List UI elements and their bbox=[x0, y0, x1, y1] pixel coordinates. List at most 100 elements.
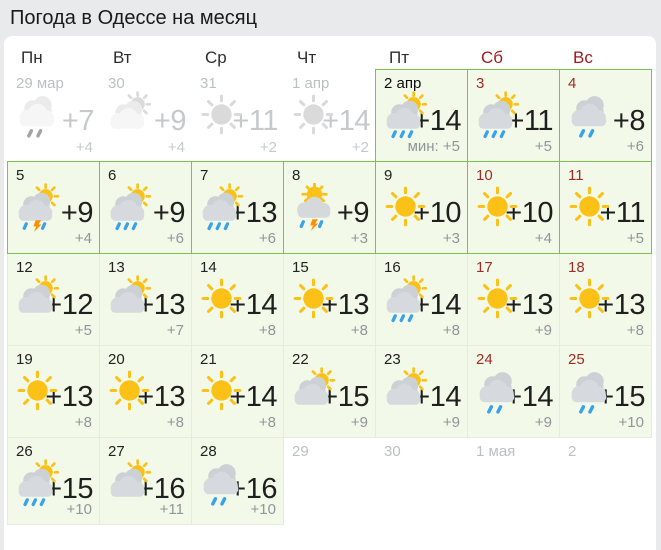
day-cell[interactable]: 11 +11 +5 bbox=[559, 161, 652, 254]
day-cell[interactable]: 9 +10 +3 bbox=[375, 161, 468, 254]
day-number: 14 bbox=[200, 259, 217, 276]
sun-cloud-rain-icon bbox=[380, 275, 433, 324]
day-cell[interactable]: 17 +13 +9 bbox=[467, 253, 560, 346]
page-title: Погода в Одессе на месяц bbox=[10, 7, 258, 29]
day-cell[interactable]: 25 +15 +10 bbox=[559, 345, 652, 438]
night-temperature: +8 bbox=[166, 414, 184, 431]
night-temperature: +4 bbox=[534, 230, 552, 247]
night-temperature: +10 bbox=[618, 414, 644, 431]
day-number: 31 bbox=[200, 75, 217, 92]
sun-icon bbox=[288, 91, 341, 140]
night-temperature: +2 bbox=[351, 139, 369, 156]
forecast-card: Пн Вт Ср Чт Пт Сб Вс 29 мар +7 +4 30 +9 +4 31 … bbox=[4, 36, 656, 550]
day-number: 16 bbox=[384, 259, 401, 276]
night-temperature: +9 bbox=[534, 322, 552, 339]
day-temperature: +13 bbox=[597, 289, 645, 321]
day-cell[interactable]: 21 +14 +8 bbox=[191, 345, 284, 438]
cloud-rain-icon bbox=[472, 367, 525, 416]
night-temperature: +5 bbox=[534, 138, 552, 155]
day-cell[interactable]: 20 +13 +8 bbox=[99, 345, 192, 438]
night-temperature: +8 bbox=[258, 322, 276, 339]
day-number: 22 bbox=[292, 351, 309, 368]
day-cell[interactable]: 12 +12 +5 bbox=[7, 253, 100, 346]
day-temperature: +13 bbox=[505, 289, 553, 321]
night-temperature: +2 bbox=[259, 139, 277, 156]
night-temperature: мин: +5 bbox=[407, 138, 460, 155]
cloud-rain-icon bbox=[564, 91, 617, 140]
day-temperature: +9 bbox=[336, 197, 370, 229]
day-cell[interactable]: 14 +14 +8 bbox=[191, 253, 284, 346]
night-temperature: +6 bbox=[166, 230, 184, 247]
day-cell: 30 +9 +4 bbox=[100, 70, 192, 162]
sun-cloud-icon bbox=[104, 91, 157, 140]
day-number: 2 bbox=[568, 443, 577, 460]
day-cell: 29 мар +7 +4 bbox=[8, 70, 100, 162]
day-number: 23 bbox=[384, 351, 401, 368]
day-number: 7 bbox=[200, 167, 209, 184]
day-cell[interactable]: 19 +13 +8 bbox=[7, 345, 100, 438]
day-number: 6 bbox=[108, 167, 117, 184]
day-number: 15 bbox=[292, 259, 309, 276]
day-number: 10 bbox=[476, 167, 493, 184]
day-cell[interactable]: 24 +14 +9 bbox=[467, 345, 560, 438]
day-number: 19 bbox=[16, 351, 33, 368]
day-cell: 30 bbox=[376, 438, 468, 525]
weekday-row: Пн Вт Ср Чт Пт Сб Вс bbox=[4, 36, 656, 70]
day-cell[interactable]: 7 +13 +6 bbox=[191, 161, 284, 254]
day-cell[interactable]: 22 +15 +9 bbox=[283, 345, 376, 438]
day-number: 24 bbox=[476, 351, 493, 368]
day-temperature: +14 bbox=[229, 381, 277, 413]
day-number: 13 bbox=[108, 259, 125, 276]
day-cell[interactable]: 16 +14 +8 bbox=[375, 253, 468, 346]
night-temperature: +4 bbox=[74, 230, 92, 247]
day-cell[interactable]: 28 +16 +10 bbox=[191, 437, 284, 525]
day-number: 17 bbox=[476, 259, 493, 276]
night-temperature: +11 bbox=[159, 501, 184, 518]
sun-cloud-icon bbox=[12, 275, 65, 324]
day-cell[interactable]: 10 +10 +4 bbox=[467, 161, 560, 254]
day-cell[interactable]: 2 апр +14 мин: +5 bbox=[375, 69, 468, 162]
day-cell: 2 bbox=[560, 438, 652, 525]
day-number: 1 апр bbox=[292, 75, 330, 92]
sun-icon bbox=[472, 275, 525, 324]
day-cell[interactable]: 26 +15 +10 bbox=[7, 437, 100, 525]
day-cell[interactable]: 15 +13 +8 bbox=[283, 253, 376, 346]
calendar-week-row: 12 +12 +5 13 +13 +7 14 +14 +8 15 +13 +8 … bbox=[7, 253, 656, 346]
day-number: 21 bbox=[200, 351, 217, 368]
day-cell[interactable]: 13 +13 +7 bbox=[99, 253, 192, 346]
night-temperature: +8 bbox=[350, 322, 368, 339]
sun-cloud-icon bbox=[288, 367, 341, 416]
night-temperature: +5 bbox=[626, 230, 644, 247]
day-temperature: +8 bbox=[612, 105, 646, 137]
sun-cloud-icon bbox=[104, 275, 157, 324]
day-number: 1 мая bbox=[476, 443, 516, 460]
day-number: 20 bbox=[108, 351, 125, 368]
night-temperature: +9 bbox=[534, 414, 552, 431]
night-temperature: +8 bbox=[442, 322, 460, 339]
day-cell[interactable]: 18 +13 +8 bbox=[559, 253, 652, 346]
day-number: 4 bbox=[568, 75, 577, 92]
weekday-label: Вт bbox=[113, 48, 132, 67]
day-temperature: +10 bbox=[505, 197, 553, 229]
weekday-label: Пт bbox=[389, 48, 410, 67]
day-cell[interactable]: 6 +9 +6 bbox=[99, 161, 192, 254]
cloud-rain-icon bbox=[12, 91, 65, 140]
day-number: 3 bbox=[476, 75, 485, 92]
night-temperature: +9 bbox=[350, 414, 368, 431]
night-temperature: +10 bbox=[66, 501, 92, 518]
day-cell[interactable]: 3 +11 +5 bbox=[467, 69, 560, 162]
day-number: 11 bbox=[568, 167, 584, 184]
day-number: 29 bbox=[292, 443, 309, 460]
day-cell[interactable]: 4 +8 +6 bbox=[559, 69, 652, 162]
day-cell[interactable]: 5 +9 +4 bbox=[7, 161, 100, 254]
day-cell: 29 bbox=[284, 438, 376, 525]
day-cell[interactable]: 27 +16 +11 bbox=[99, 437, 192, 525]
day-cell[interactable]: 8 +9 +3 bbox=[283, 161, 376, 254]
calendar-week-row: 26 +15 +10 27 +16 +11 28 +16 +10 29 30 1… bbox=[7, 437, 656, 526]
calendar-grid: 29 мар +7 +4 30 +9 +4 31 +11 +2 1 апр +1… bbox=[4, 69, 656, 526]
weekday-label: Ср bbox=[205, 48, 227, 67]
night-temperature: +7 bbox=[166, 322, 184, 339]
sun-icon bbox=[380, 183, 433, 232]
night-temperature: +4 bbox=[75, 139, 93, 156]
day-cell[interactable]: 23 +14 +9 bbox=[375, 345, 468, 438]
